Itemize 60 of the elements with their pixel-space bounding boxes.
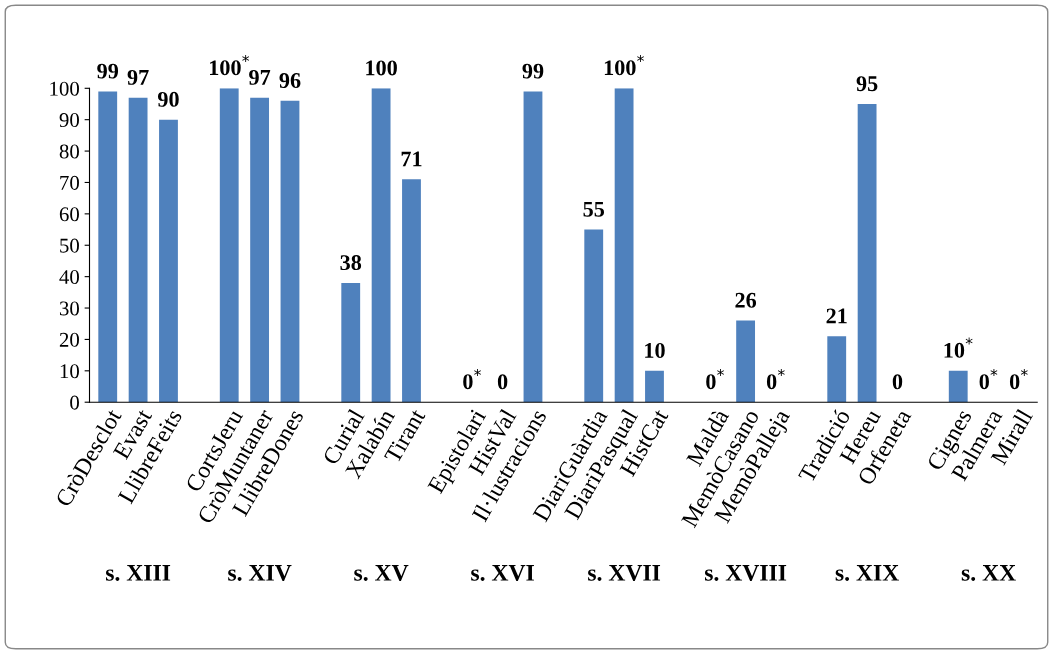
bar [857,103,877,403]
bar [645,370,664,403]
bar [280,100,300,403]
data-label: 0 [497,374,508,390]
data-label: 96 [279,73,301,88]
bar [827,336,847,403]
data-label: 0 [892,374,903,390]
y-tick-label: 60 [59,207,79,222]
data-label: 0$^{*}$ [979,368,998,390]
data-label: 55 [583,201,605,217]
bar [341,282,361,403]
y-tick-label: 100 [50,81,79,96]
bar [402,179,421,403]
text: s. XX [961,565,1016,581]
y-tick-label: 80 [59,144,79,159]
data-label: 38 [340,255,362,271]
text: s. XIII [106,565,171,581]
y-tick-label: 0 [70,395,79,410]
data-label: 10 [645,342,665,358]
y-tick-label: 50 [60,238,79,253]
bar [614,88,634,403]
data-label: 100$^{*}$ [604,55,644,76]
data-label: 0$^{*}$ [766,368,785,390]
data-label: 0$^{*}$ [706,368,724,390]
data-label: 0$^{*}$ [463,368,481,390]
y-tick-label: 30 [59,301,79,316]
bar [523,91,543,403]
data-label: 0$^{*}$ [1009,368,1028,390]
bar [371,88,391,403]
data-label: 100$^{*}$ [210,55,250,76]
y-tick-label: 40 [59,270,79,285]
data-label: 97 [249,69,271,85]
y-tick-label: 70 [60,175,79,190]
bar [584,229,604,403]
text: s. XIX [835,565,899,581]
text: s. XVI [471,565,534,581]
data-label: 10$^{*}$ [944,337,973,358]
bar [98,91,118,403]
data-label: 95 [856,76,878,92]
bar [128,97,148,403]
text: s. XV [354,565,409,581]
data-label: 99 [522,63,544,79]
data-label: 100 [366,60,397,76]
y-tick-label: 10 [60,364,79,379]
bar [736,320,756,403]
data-label: 99 [97,63,119,79]
text: s. XVII [588,565,661,581]
data-label: 71 [401,151,422,167]
text: s. XVIII [704,565,787,581]
y-tick-label: 90 [59,113,79,128]
bar [250,97,270,403]
data-label: 97 [127,69,149,85]
text: s. XIV [228,565,292,581]
data-label: 26 [735,292,757,308]
y-tick-label: 20 [59,332,79,347]
data-label: 90 [157,91,179,107]
bar [159,119,178,403]
bar [219,88,239,403]
bar [948,370,968,403]
data-label: 21 [826,308,847,324]
